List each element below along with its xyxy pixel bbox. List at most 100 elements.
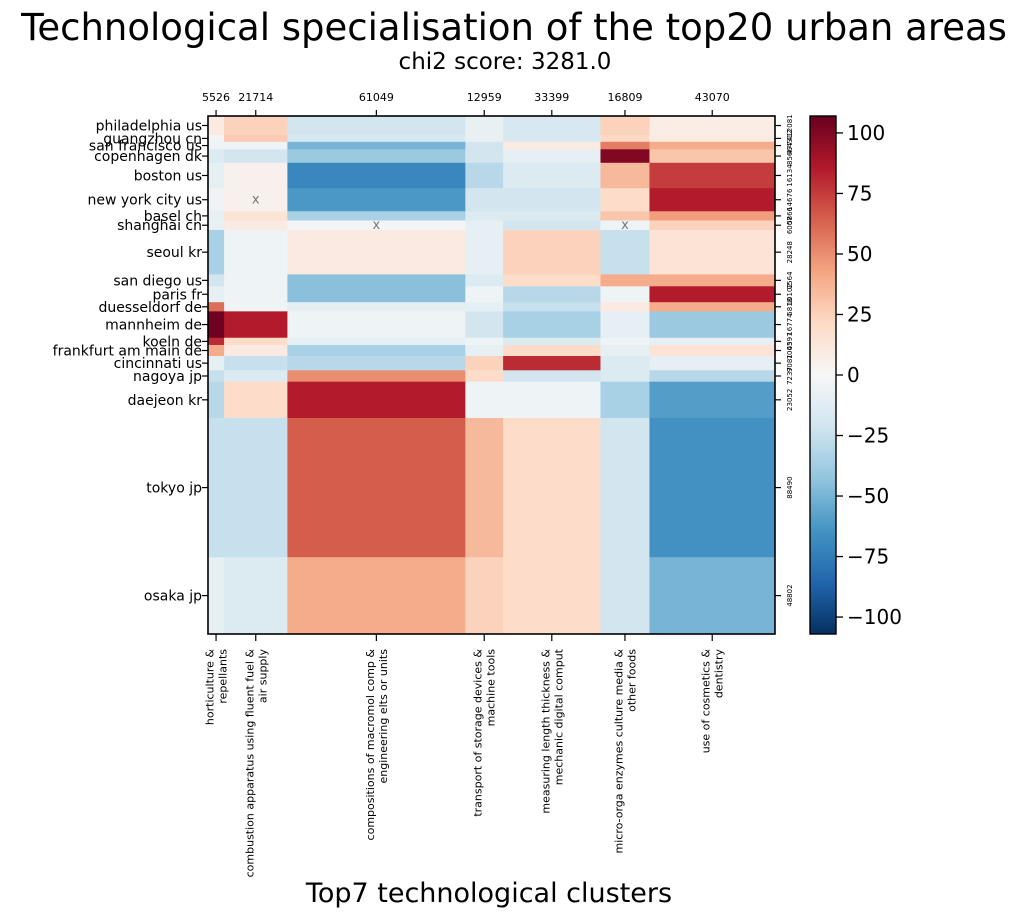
heatmap-cell bbox=[649, 162, 776, 189]
heatmap-cell bbox=[287, 337, 466, 346]
heatmap-cell bbox=[465, 274, 504, 287]
heatmap-cell bbox=[465, 417, 504, 558]
heatmap-cell bbox=[600, 557, 650, 635]
heatmap-cell bbox=[465, 370, 504, 383]
heatmap-cell bbox=[600, 344, 650, 357]
heatmap-cell bbox=[649, 337, 776, 346]
heatmap-cell bbox=[287, 381, 466, 419]
heatmap-cell bbox=[465, 162, 504, 189]
row-total-label: 28248 bbox=[786, 241, 794, 263]
heatmap-cell bbox=[224, 370, 288, 383]
heatmap-cell bbox=[208, 116, 225, 136]
heatmap-cell bbox=[287, 344, 466, 357]
y-tick-label: new york city us bbox=[87, 193, 202, 209]
heatmap-cell bbox=[600, 381, 650, 419]
y-tick-label: cincinnati us bbox=[114, 356, 202, 372]
heatmap-cell bbox=[649, 141, 776, 150]
heatmap-cell bbox=[287, 162, 466, 189]
y-tick-label: basel ch bbox=[144, 209, 202, 225]
heatmap-cell bbox=[600, 188, 650, 212]
heatmap-cell bbox=[208, 557, 225, 635]
heatmap-cell bbox=[208, 381, 225, 419]
y-tick-label: san diego us bbox=[113, 273, 202, 289]
heatmap-cell bbox=[503, 311, 601, 339]
heatmap-cell bbox=[649, 116, 776, 136]
cell-marker: x bbox=[373, 218, 381, 233]
heatmap-cell bbox=[287, 370, 466, 383]
row-total-label: 16774 bbox=[786, 313, 794, 336]
heatmap-cell bbox=[287, 149, 466, 164]
row-total-label: 23052 bbox=[786, 389, 794, 411]
cell-marker: x bbox=[621, 218, 629, 233]
row-total-label: 5866 bbox=[786, 206, 794, 224]
heatmap-cell bbox=[208, 302, 225, 312]
x-tick-label: use of cosmetics & bbox=[700, 649, 713, 754]
row-total-label: 10102 bbox=[786, 283, 794, 305]
heatmap-cell bbox=[208, 211, 225, 221]
heatmap-cell bbox=[649, 274, 776, 287]
colorbar-tick-label: −50 bbox=[847, 484, 889, 508]
heatmap-cell bbox=[224, 381, 288, 419]
heatmap-cell bbox=[465, 149, 504, 164]
heatmap-cell bbox=[503, 211, 601, 221]
colorbar-tick-label: 0 bbox=[847, 363, 860, 387]
x-tick-label: compositions of macromol comp & bbox=[364, 649, 377, 841]
heatmap-cell bbox=[224, 344, 288, 357]
heatmap-cell bbox=[224, 302, 288, 312]
heatmap-cell bbox=[465, 344, 504, 357]
colorbar-tick-label: −25 bbox=[847, 424, 889, 448]
heatmap-axes: 5526 horticulture & repellants 21714 combust… bbox=[53, 91, 794, 877]
heatmap-cell bbox=[503, 220, 601, 231]
heatmap-cell bbox=[600, 135, 650, 143]
heatmap-cell bbox=[208, 311, 225, 339]
column-total-label: 43070 bbox=[695, 91, 730, 104]
heatmap-cell bbox=[649, 286, 776, 303]
heatmap-markers: x x x bbox=[252, 193, 629, 234]
heatmap-cell bbox=[649, 135, 776, 143]
y-tick-label: osaka jp bbox=[144, 589, 202, 605]
heatmap-cell bbox=[465, 211, 504, 221]
heatmap-cell bbox=[224, 162, 288, 189]
chart-title: Technological specialisation of the top2… bbox=[20, 6, 1007, 49]
heatmap-cell bbox=[465, 302, 504, 312]
colorbar-gradient bbox=[809, 115, 837, 635]
heatmap-cell bbox=[287, 229, 466, 275]
row-total-label: 4774 bbox=[786, 136, 794, 154]
y-tick-label: boston us bbox=[134, 168, 202, 184]
row-total-label: 9081 bbox=[786, 354, 794, 372]
row-total-label: 14676 bbox=[786, 188, 794, 211]
heatmap-cell bbox=[287, 302, 466, 312]
cell-marker: x bbox=[252, 193, 260, 208]
heatmap-cell bbox=[224, 356, 288, 371]
row-total-label: 88490 bbox=[786, 476, 794, 498]
heatmap-cell bbox=[649, 211, 776, 221]
x-tick-label: other foods bbox=[625, 649, 638, 712]
x-tick-label: combustion apparatus using fluent fuel & bbox=[243, 649, 256, 878]
x-tick-label: mechanic digital comput bbox=[552, 648, 565, 785]
y-tick-label: seoul kr bbox=[146, 245, 202, 261]
row-total-label: 7237 bbox=[786, 367, 794, 385]
colorbar-tick-label: 50 bbox=[847, 242, 872, 266]
heatmap-cell bbox=[208, 229, 225, 275]
y-tick-label: nagoya jp bbox=[133, 369, 202, 385]
heatmap-cell bbox=[649, 557, 776, 635]
heatmap-cell bbox=[465, 116, 504, 136]
y-tick-label: koeln de bbox=[143, 334, 203, 350]
heatmap-cell bbox=[224, 220, 288, 231]
heatmap-cell bbox=[600, 302, 650, 312]
heatmap-cell bbox=[224, 135, 288, 143]
heatmap-cell bbox=[465, 141, 504, 150]
row-total-label: 16134 bbox=[786, 164, 794, 187]
x-tick-label: machine tools bbox=[485, 649, 498, 727]
y-tick-label: philadelphia us bbox=[96, 119, 202, 135]
heatmap-cell bbox=[465, 356, 504, 371]
heatmap-cell bbox=[208, 274, 225, 287]
heatmap-cell bbox=[224, 211, 288, 221]
heatmap-cell bbox=[503, 370, 601, 383]
heatmap-cell bbox=[208, 356, 225, 371]
heatmap-cell bbox=[600, 229, 650, 275]
colorbar: −100 −75 −50 −25 0 25 50 75 100 bbox=[809, 115, 902, 635]
heatmap-cell bbox=[649, 356, 776, 371]
heatmap-cell bbox=[208, 337, 225, 346]
heatmap-cell bbox=[287, 135, 466, 143]
